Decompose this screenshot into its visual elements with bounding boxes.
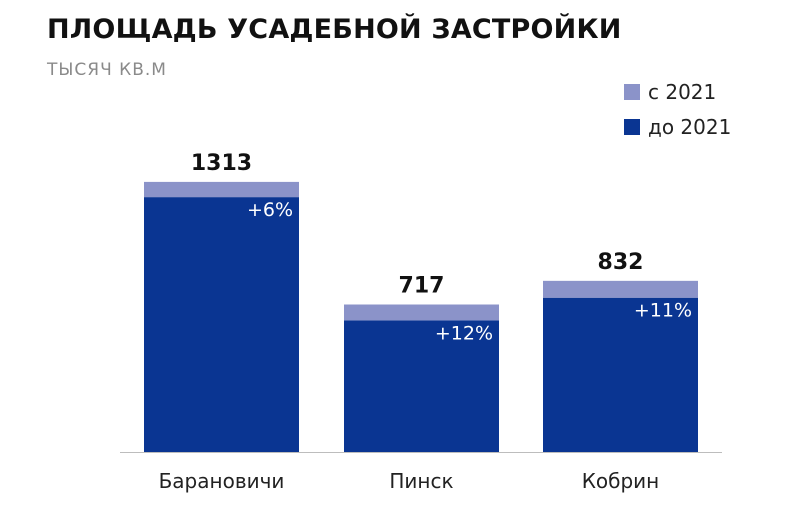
bar-before-2021-2 [543,297,698,452]
category-label-1: Пинск [389,469,453,493]
total-label-0: 1313 [191,151,252,176]
legend-swatch-0 [624,84,640,100]
legend-swatch-1 [624,119,640,135]
legend-label-0: с 2021 [648,80,716,104]
chart-subtitle: ТЫСЯЧ КВ.М [47,60,167,80]
bar-since-2021-2 [543,280,698,298]
category-label-0: Барановичи [159,469,285,493]
chart-title: ПЛОЩАДЬ УСАДЕБНОЙ ЗАСТРОЙКИ [47,14,622,45]
increase-label-2: +11% [634,300,692,322]
bar-since-2021-1 [344,304,499,321]
increase-label-1: +12% [435,322,493,344]
legend-label-1: до 2021 [648,115,731,139]
total-label-1: 717 [399,274,445,299]
total-label-2: 832 [598,250,644,275]
bar-since-2021-0 [144,181,299,198]
category-label-2: Кобрин [582,469,660,493]
bar-before-2021-1 [344,320,499,452]
increase-label-0: +6% [247,199,293,221]
bar-before-2021-0 [144,197,299,452]
